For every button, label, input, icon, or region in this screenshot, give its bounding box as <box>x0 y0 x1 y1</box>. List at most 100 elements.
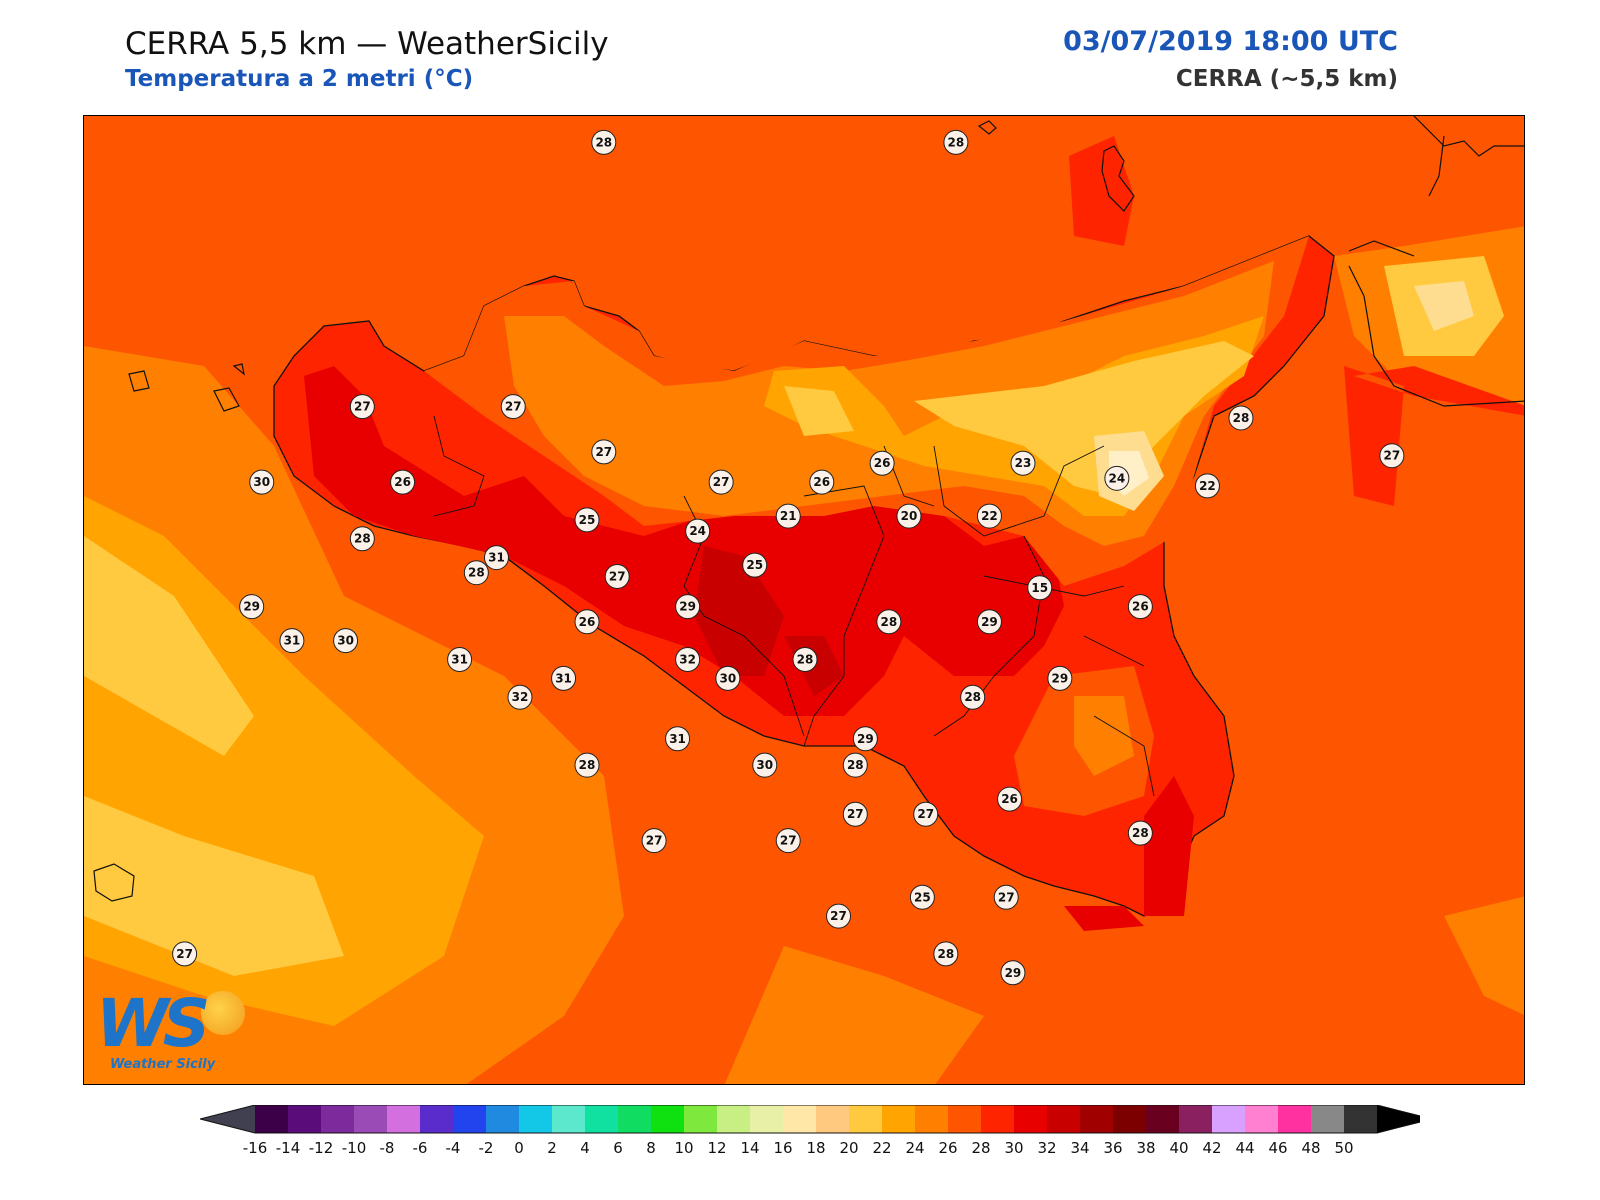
station-value: 28 <box>1233 411 1250 425</box>
colorbar-swatch <box>849 1105 882 1133</box>
sea-band-24-south <box>724 896 1524 1084</box>
calabria-coast-28 <box>1344 366 1524 506</box>
station-value: 21 <box>780 509 797 523</box>
station-value: 31 <box>451 653 468 667</box>
colorbar-tick-label: 12 <box>707 1139 726 1157</box>
station-circle <box>483 545 509 571</box>
station-value: 25 <box>746 558 763 572</box>
station-circle <box>574 752 600 778</box>
station-value: 29 <box>679 600 696 614</box>
station-circle <box>809 469 835 495</box>
station-value: 27 <box>176 947 193 961</box>
station-value: 28 <box>937 947 954 961</box>
station-value: 29 <box>1005 966 1022 980</box>
colorbar-tick-label: 26 <box>938 1139 957 1157</box>
station-value: 30 <box>756 758 773 772</box>
station-marker: 28 <box>933 941 959 967</box>
station-value: 30 <box>253 475 270 489</box>
station-marker: 29 <box>976 609 1002 635</box>
colorbar-tick-label: 6 <box>613 1139 623 1157</box>
colorbar-swatch <box>288 1105 321 1133</box>
station-marker: 29 <box>1000 960 1026 986</box>
colorbar-outline <box>200 1105 1420 1134</box>
colorbar-swatch <box>1179 1105 1212 1133</box>
station-marker: 30 <box>249 469 275 495</box>
station-value: 20 <box>901 509 918 523</box>
calabria-coast <box>1348 116 1524 407</box>
station-circle <box>507 684 533 710</box>
station-circle <box>792 647 818 673</box>
colorbar-swatch <box>255 1105 288 1133</box>
temperature-map[interactable]: 28 28 28 27 27 27 27 27 30 26 26 23 24 22 26 25 24 21 20 22… <box>83 115 1525 1085</box>
station-circle <box>869 450 895 476</box>
southeast-coast-30 <box>1064 776 1194 931</box>
station-marker: 30 <box>715 665 741 691</box>
station-value: 27 <box>505 400 522 414</box>
pantelleria-island <box>93 863 135 902</box>
station-marker: 28 <box>943 129 969 155</box>
station-value: 27 <box>780 834 797 848</box>
station-circle <box>1027 575 1053 601</box>
station-value: 24 <box>1109 471 1126 485</box>
station-marker: 27 <box>500 394 526 420</box>
station-circle <box>742 552 768 578</box>
colorbar-swatch <box>1080 1105 1113 1133</box>
colorbar-swatch <box>750 1105 783 1133</box>
station-circle <box>591 439 617 465</box>
station-circle <box>390 469 416 495</box>
colorbar-swatch <box>684 1105 717 1133</box>
station-marker: 31 <box>483 545 509 571</box>
station-marker: 28 <box>574 752 600 778</box>
station-value: 26 <box>813 475 830 489</box>
station-marker: 28 <box>349 526 375 552</box>
station-circle <box>604 563 630 589</box>
station-value: 26 <box>1001 792 1018 806</box>
station-circle <box>997 786 1023 812</box>
colorbar-swatch <box>585 1105 618 1133</box>
colorbar-swatch <box>948 1105 981 1133</box>
province-borders <box>433 415 1155 797</box>
colorbar-tick-label: 18 <box>806 1139 825 1157</box>
valid-datetime: 03/07/2019 18:00 UTC <box>1063 26 1398 57</box>
colorbar-tick-label: 14 <box>740 1139 759 1157</box>
station-circle <box>172 941 198 967</box>
station-marker: 28 <box>591 129 617 155</box>
station-value: 23 <box>1015 456 1032 470</box>
colorbar-swatch <box>321 1105 354 1133</box>
colorbar-swatch <box>717 1105 750 1133</box>
colorbar-tick-label: 28 <box>971 1139 990 1157</box>
station-marker: 27 <box>826 903 852 929</box>
station-circle <box>249 469 275 495</box>
colorbar-tick-label: 22 <box>872 1139 891 1157</box>
station-marker: 25 <box>909 884 935 910</box>
logo-sun-icon <box>201 991 245 1035</box>
colorbar-tick-label: 10 <box>674 1139 693 1157</box>
station-value: 27 <box>830 909 847 923</box>
station-marker: 23 <box>1010 450 1036 476</box>
station-circle <box>349 394 375 420</box>
station-marker: 27 <box>172 941 198 967</box>
station-value: 29 <box>243 600 260 614</box>
station-value: 31 <box>488 551 505 565</box>
station-marker: 32 <box>507 684 533 710</box>
station-circle <box>896 503 922 529</box>
station-marker: 30 <box>333 628 359 654</box>
station-value: 28 <box>595 135 612 149</box>
colorbar-swatch <box>1146 1105 1179 1133</box>
station-markers: 28 28 28 27 27 27 27 27 30 26 26 23 24 22 26 25 24 21 20 22… <box>172 129 1405 986</box>
logo-name: Weather Sicily <box>110 1057 216 1072</box>
station-value: 27 <box>917 807 934 821</box>
colorbar-swatch <box>1212 1105 1245 1133</box>
station-marker: 27 <box>1379 443 1405 469</box>
colorbar-tick-label: 34 <box>1070 1139 1089 1157</box>
station-circle <box>574 507 600 533</box>
station-marker: 24 <box>685 518 711 544</box>
station-marker: 31 <box>665 726 691 752</box>
station-circle <box>675 594 701 620</box>
station-value: 28 <box>847 758 864 772</box>
station-marker: 29 <box>675 594 701 620</box>
station-marker: 31 <box>447 647 473 673</box>
station-value: 27 <box>713 475 730 489</box>
station-circle <box>842 801 868 827</box>
station-value: 22 <box>981 509 998 523</box>
